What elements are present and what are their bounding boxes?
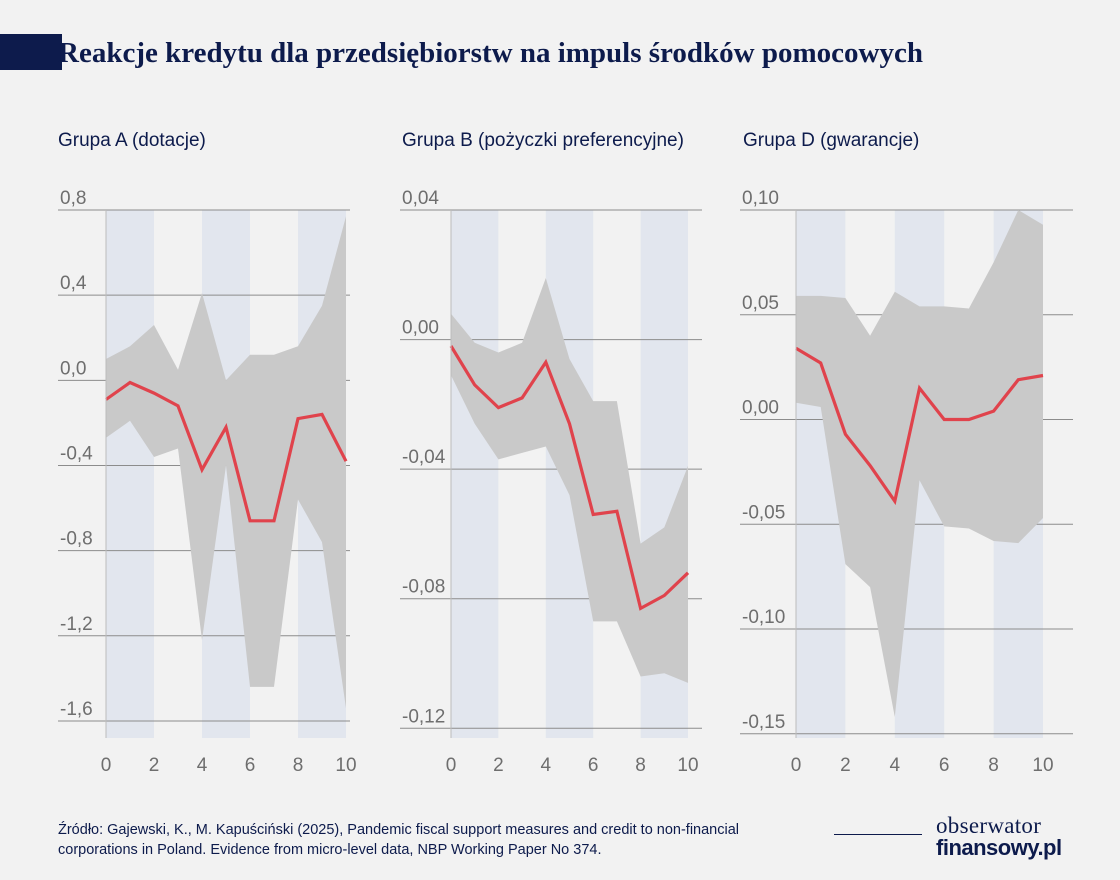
logo-line-2: finansowy.pl <box>936 835 1062 860</box>
x-tick-label: 10 <box>677 755 698 776</box>
x-tick-label: 8 <box>988 755 999 776</box>
y-tick-label: 0,04 <box>402 188 439 209</box>
x-tick-label: 0 <box>101 755 112 776</box>
y-tick-label: 0,4 <box>60 273 87 294</box>
x-tick-label: 8 <box>293 755 304 776</box>
shaded-period <box>106 210 154 738</box>
shaded-period <box>451 210 499 738</box>
y-tick-label: -0,4 <box>60 443 93 464</box>
source-note: Źródło: Gajewski, K., M. Kapuściński (20… <box>58 820 828 860</box>
x-tick-label: 6 <box>588 755 599 776</box>
page-title: Reakcje kredytu dla przedsiębiorstw na i… <box>58 37 923 69</box>
logo-line-1: obserwator <box>936 813 1042 838</box>
x-tick-label: 0 <box>791 755 802 776</box>
y-tick-label: -0,10 <box>742 607 785 628</box>
x-tick-label: 8 <box>635 755 646 776</box>
source-line-1: Źródło: Gajewski, K., M. Kapuściński (20… <box>58 822 740 838</box>
y-tick-label: 0,8 <box>60 188 86 209</box>
x-tick-label: 2 <box>149 755 160 776</box>
x-tick-label: 6 <box>939 755 950 776</box>
response-line <box>449 345 690 611</box>
x-tick-label: 4 <box>197 755 208 776</box>
y-tick-label: 0,05 <box>742 293 779 314</box>
chart-panel-1: Grupa A (dotacje) 0,8 0,4 0,0 -0,4 -0,8 -1,2 -1… <box>58 130 357 776</box>
y-tick-label: -1,2 <box>60 614 93 635</box>
y-tick-label: -0,8 <box>60 529 93 550</box>
x-tick-label: 4 <box>890 755 901 776</box>
logo[interactable]: obserwator finansowy.pl <box>936 813 1062 860</box>
y-tick-label: 0,0 <box>60 358 86 379</box>
y-tick-label: 0,10 <box>742 188 779 209</box>
response-line <box>795 346 1044 506</box>
panel-title: Grupa A (dotacje) <box>58 130 206 151</box>
y-tick-label: -0,15 <box>742 712 785 733</box>
y-tick-label: 0,00 <box>742 398 779 419</box>
response-line <box>105 380 348 523</box>
x-tick-label: 0 <box>446 755 457 776</box>
confidence-band <box>106 216 346 709</box>
confidence-band <box>451 278 688 683</box>
confidence-band <box>796 210 1043 717</box>
x-tick-label: 6 <box>245 755 256 776</box>
title-accent-bar <box>0 34 62 70</box>
x-tick-label: 10 <box>1032 755 1053 776</box>
x-tick-label: 10 <box>335 755 356 776</box>
x-tick-label: 4 <box>541 755 552 776</box>
source-line-2: corporations in Poland. Evidence from mi… <box>58 842 602 858</box>
chart-panel-3: Grupa D (gwarancje) 0,10 0,05 0,00 -0,05 -0,1… <box>740 130 1073 776</box>
y-tick-label: -1,6 <box>60 699 93 720</box>
y-tick-label: 0,00 <box>402 318 439 339</box>
panel-title: Grupa B (pożyczki preferencyjne) <box>402 130 684 151</box>
x-tick-label: 2 <box>840 755 851 776</box>
y-tick-label: -0,08 <box>402 577 445 598</box>
chart-panel-2: Grupa B (pożyczki preferencyjne) 0,04 0,00… <box>400 130 702 776</box>
y-tick-label: -0,12 <box>402 706 445 727</box>
panel-title: Grupa D (gwarancje) <box>743 130 919 151</box>
logo-divider <box>834 834 922 835</box>
y-tick-label: -0,05 <box>742 502 785 523</box>
x-tick-label: 2 <box>493 755 504 776</box>
y-tick-label: -0,04 <box>402 447 446 468</box>
